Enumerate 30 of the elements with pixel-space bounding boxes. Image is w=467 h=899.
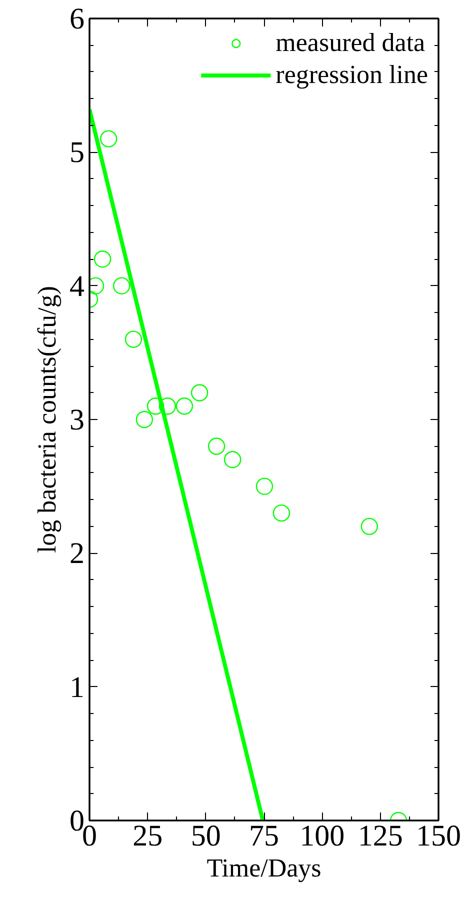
x-tick-label: 25 bbox=[132, 820, 163, 852]
point bbox=[146, 398, 164, 415]
legend-label: regression line bbox=[276, 60, 428, 90]
point bbox=[94, 250, 112, 268]
x-tick-label: 125 bbox=[358, 820, 403, 852]
x-tick-label: 50 bbox=[190, 820, 221, 852]
y-tick-label: 3 bbox=[70, 404, 84, 436]
point bbox=[360, 518, 378, 536]
legend-label: measured data bbox=[276, 28, 426, 58]
y-axis-title: log bacteria counts(cfu/g) bbox=[32, 286, 62, 554]
y-tick-label: 6 bbox=[70, 2, 84, 36]
y-tick-label: 2 bbox=[70, 537, 84, 570]
point bbox=[158, 398, 176, 415]
x-tick-label: 150 bbox=[416, 820, 461, 852]
point bbox=[100, 130, 118, 148]
point bbox=[272, 504, 290, 522]
point bbox=[190, 384, 208, 402]
x-tick-label: 75 bbox=[249, 820, 279, 852]
point bbox=[224, 451, 242, 468]
x-tick-label: 100 bbox=[300, 820, 345, 852]
point bbox=[124, 330, 142, 348]
point bbox=[208, 438, 226, 455]
point bbox=[256, 478, 274, 495]
y-tick-label: 1 bbox=[70, 670, 84, 704]
y-tick-label: 5 bbox=[70, 136, 84, 170]
point bbox=[113, 277, 130, 294]
point bbox=[136, 410, 154, 428]
y-tick-label: 4 bbox=[70, 270, 84, 303]
point bbox=[176, 398, 194, 415]
x-axis-title: Time/Days bbox=[206, 854, 322, 882]
